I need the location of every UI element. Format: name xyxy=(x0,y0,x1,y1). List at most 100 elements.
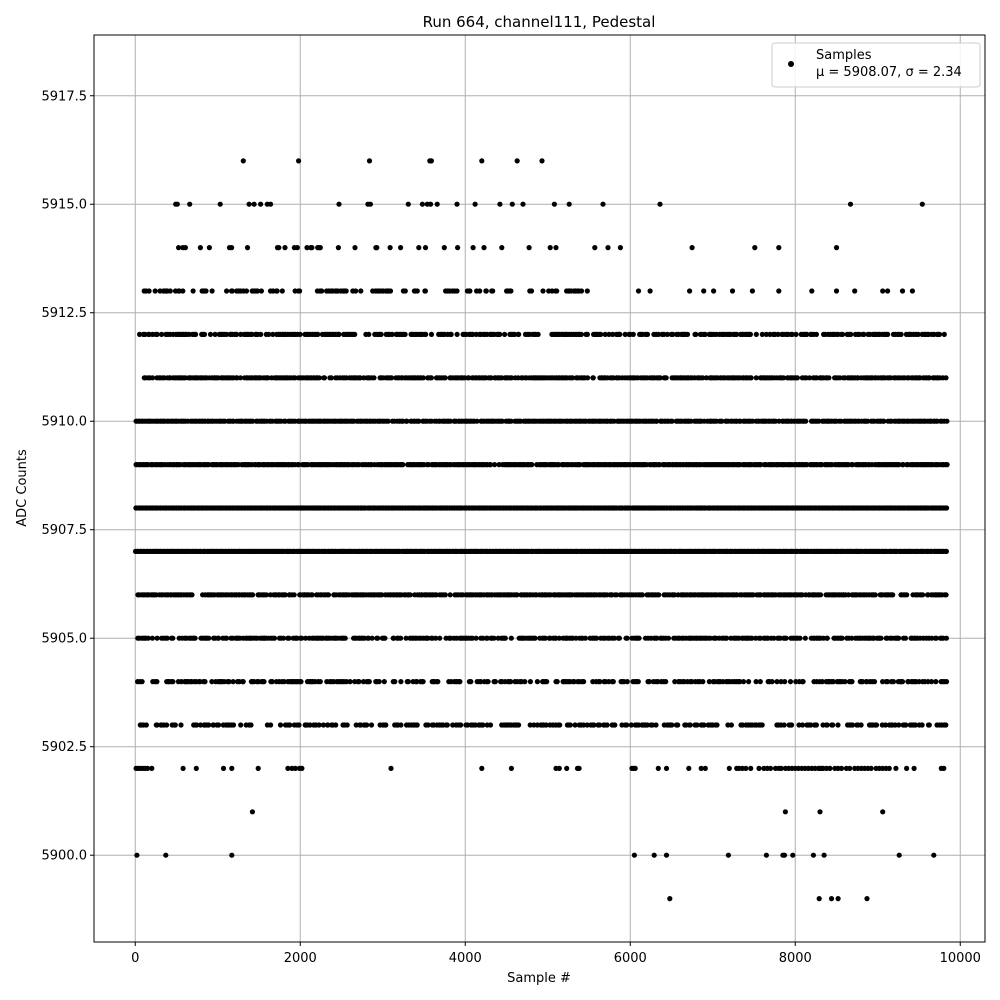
data-point xyxy=(366,158,373,164)
data-point xyxy=(226,679,232,685)
data-point xyxy=(282,592,288,598)
data-point xyxy=(154,331,160,337)
data-point xyxy=(943,635,950,641)
data-point xyxy=(800,679,806,685)
data-point xyxy=(787,679,794,685)
data-point xyxy=(230,679,236,685)
data-point xyxy=(941,331,947,337)
data-point xyxy=(835,896,841,902)
data-point xyxy=(809,288,815,294)
data-point xyxy=(202,679,208,685)
data-point xyxy=(781,852,788,858)
data-point xyxy=(944,505,950,511)
data-point xyxy=(455,245,461,251)
data-point xyxy=(309,245,315,251)
data-point xyxy=(540,288,546,294)
data-point xyxy=(871,679,878,685)
data-point xyxy=(778,765,784,772)
data-point xyxy=(358,288,364,294)
data-point xyxy=(911,765,917,772)
legend-marker xyxy=(788,61,794,67)
data-point xyxy=(771,635,777,641)
data-point xyxy=(292,765,298,772)
data-point xyxy=(250,592,256,598)
data-point xyxy=(775,331,781,337)
data-point xyxy=(197,245,203,251)
data-point xyxy=(281,679,287,685)
data-point xyxy=(606,331,612,337)
data-point xyxy=(398,245,404,251)
data-point xyxy=(714,722,720,728)
data-point xyxy=(767,765,774,772)
data-point xyxy=(442,375,448,381)
data-point xyxy=(749,288,756,294)
data-point xyxy=(794,375,801,381)
data-point xyxy=(578,288,585,294)
data-point xyxy=(781,375,787,381)
x-axis-ticks: 0 2000 4000 6000 8000 10000 xyxy=(131,942,981,966)
data-point xyxy=(600,201,606,207)
data-point xyxy=(726,765,732,772)
data-point xyxy=(470,245,476,251)
data-point xyxy=(890,679,897,685)
data-point xyxy=(667,896,673,902)
chart-title: Run 664, channel111, Pedestal xyxy=(423,13,656,31)
data-point xyxy=(804,331,810,337)
data-point xyxy=(294,245,300,251)
data-point xyxy=(617,245,624,251)
data-point xyxy=(896,722,902,728)
data-point xyxy=(700,679,706,685)
data-point xyxy=(192,635,198,641)
data-point xyxy=(502,331,508,337)
data-point xyxy=(698,765,704,772)
data-point xyxy=(592,245,598,251)
data-point xyxy=(644,722,650,728)
data-point xyxy=(655,765,661,772)
data-point xyxy=(849,722,856,728)
data-point xyxy=(414,679,420,685)
data-point xyxy=(447,418,454,424)
data-point xyxy=(689,245,695,251)
data-point xyxy=(835,722,841,728)
data-point xyxy=(657,375,663,381)
data-point xyxy=(249,331,255,337)
data-point xyxy=(442,592,448,598)
data-point xyxy=(516,331,522,337)
data-point xyxy=(333,722,339,728)
data-point xyxy=(366,679,372,685)
data-point xyxy=(271,635,278,641)
data-point xyxy=(353,288,359,294)
data-point xyxy=(747,331,754,337)
data-point xyxy=(448,331,454,337)
data-point xyxy=(903,722,909,728)
data-point xyxy=(420,375,426,381)
data-point xyxy=(919,722,925,728)
data-point xyxy=(464,722,471,728)
data-point xyxy=(554,679,560,685)
x-tick-label: 2000 xyxy=(284,951,317,966)
data-point xyxy=(400,462,406,468)
data-point xyxy=(321,375,328,381)
data-point xyxy=(817,809,823,815)
legend-box xyxy=(771,42,981,88)
data-point xyxy=(454,288,460,294)
data-point xyxy=(884,679,891,685)
data-point xyxy=(758,462,764,468)
data-point xyxy=(553,245,559,251)
data-point xyxy=(487,462,494,468)
data-point xyxy=(613,592,620,598)
data-point xyxy=(309,592,315,598)
data-point xyxy=(516,722,522,728)
data-point xyxy=(335,245,341,251)
data-point xyxy=(566,201,572,207)
data-point xyxy=(387,245,393,251)
data-point xyxy=(229,245,235,251)
data-point xyxy=(703,375,710,381)
data-point xyxy=(880,288,886,294)
data-point xyxy=(167,288,173,294)
data-point xyxy=(584,288,590,294)
data-point xyxy=(782,809,789,815)
data-point xyxy=(320,722,326,728)
data-point xyxy=(556,635,562,641)
data-point xyxy=(481,245,487,251)
